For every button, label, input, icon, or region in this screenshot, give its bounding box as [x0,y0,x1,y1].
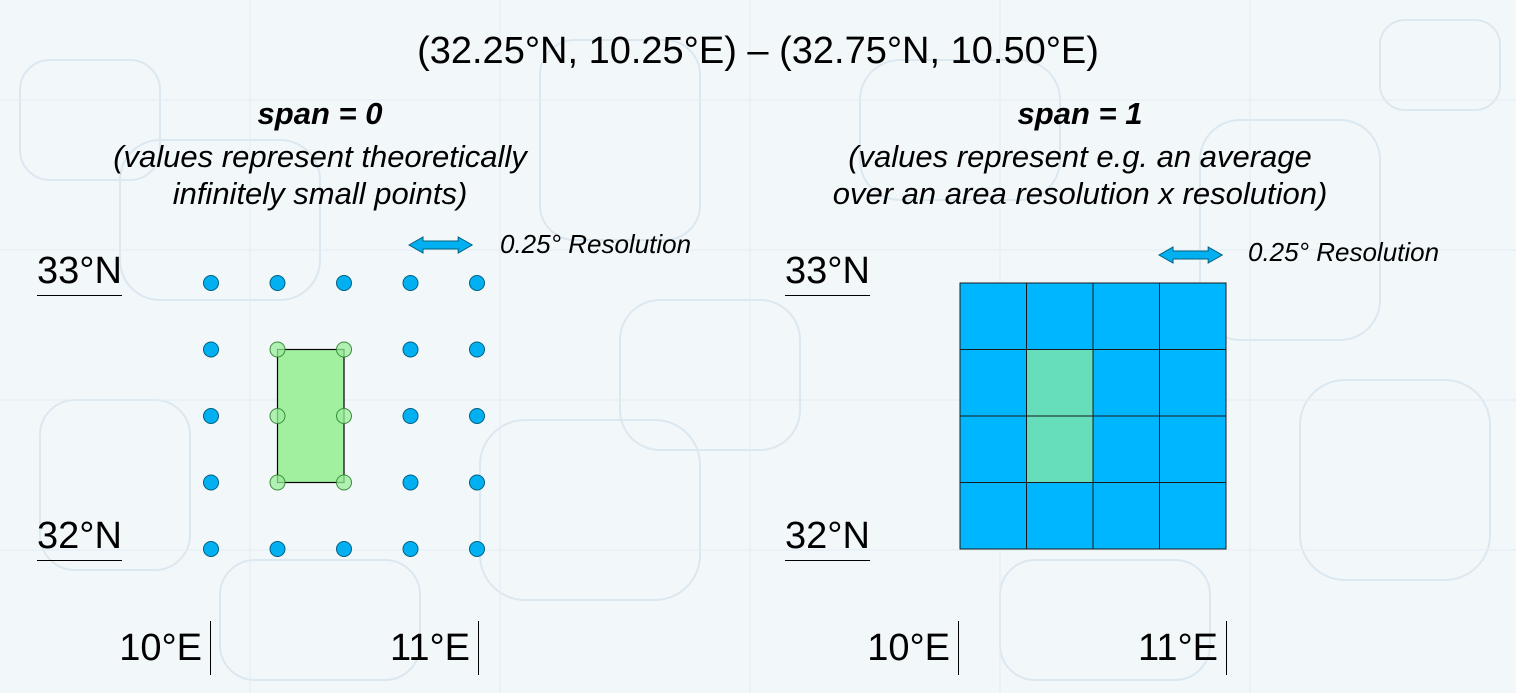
right-description-line1: (values represent e.g. an average [848,139,1312,174]
grid-point [469,474,485,491]
left-lon-right-label: 11°E [330,621,479,675]
right-resolution-arrow-icon [1157,246,1224,264]
grid-point [469,341,485,358]
right-lat-top-label: 33°N [785,250,870,296]
left-lat-bottom-label: 32°N [37,515,122,561]
left-span-heading: span = 0 [257,96,383,131]
grid-cell [1159,282,1227,350]
grid-point [402,341,419,358]
grid-point [269,408,286,424]
left-description-line1: (values represent theoretically [113,139,527,174]
grid-point [269,474,286,491]
grid-cell [1159,415,1227,483]
grid-cell [959,349,1027,417]
grid-point [469,408,485,424]
grid-cell [1026,282,1094,350]
grid-point [336,275,352,291]
page-title: (32.25°N, 10.25°E) – (32.75°N, 10.50°E) [417,30,1099,72]
grid-point [203,541,219,557]
right-lon-left-label: 10°E [808,621,959,675]
grid-cell [1092,282,1160,350]
grid-cell [1159,349,1227,417]
grid-cell-selected [1026,415,1094,483]
right-span-description: (values represent e.g. an average over a… [770,138,1390,212]
left-description-line2: infinitely small points) [172,176,468,211]
grid-point [203,341,219,358]
grid-point [336,474,352,491]
grid-cell [959,482,1027,550]
grid-point [203,275,219,291]
grid-cell [959,282,1027,350]
grid-point [203,408,219,424]
right-lon-right-label: 11°E [1078,621,1227,675]
grid-cell [1159,482,1227,550]
grid-point [402,408,419,424]
left-span-description: (values represent theoretically infinite… [40,138,600,212]
grid-cell-selected [1026,349,1094,417]
grid-point [469,275,485,291]
right-span-heading: span = 1 [1017,96,1143,131]
grid-cell [1092,415,1160,483]
grid-point [269,541,286,557]
grid-cell [959,415,1027,483]
grid-point [469,541,485,557]
grid-point [336,341,352,358]
right-resolution-label: 0.25° Resolution [1248,237,1440,267]
grid-cell [1092,482,1160,550]
grid-point [336,408,352,424]
grid-point [402,541,419,557]
grid-point [269,275,286,291]
left-lon-left-label: 10°E [60,621,211,675]
grid-point [402,275,419,291]
selection-region [276,348,345,484]
grid-point [269,341,286,358]
grid-point [402,474,419,491]
grid-point [336,541,352,557]
grid-cell [1026,482,1094,550]
right-description-line2: over an area resolution x resolution) [832,176,1328,211]
left-lat-top-label: 33°N [37,250,122,296]
grid-point [203,474,219,491]
left-resolution-label: 0.25° Resolution [500,229,692,259]
grid-cell [1092,349,1160,417]
right-lat-bottom-label: 32°N [785,515,870,561]
left-resolution-arrow-icon [407,236,474,254]
